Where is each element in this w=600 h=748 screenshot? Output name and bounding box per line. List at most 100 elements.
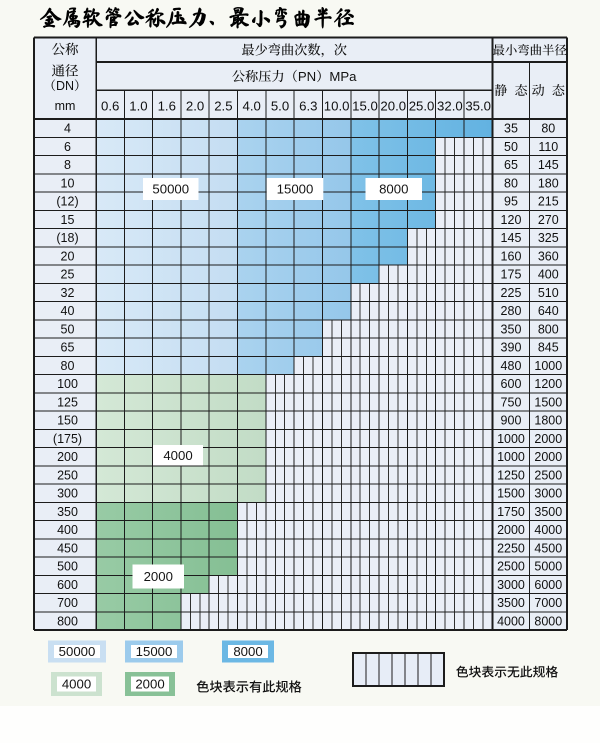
svg-text:1250: 1250 [497, 468, 525, 482]
svg-text:50000: 50000 [152, 182, 189, 197]
svg-text:15000: 15000 [277, 182, 314, 197]
svg-text:125: 125 [57, 395, 78, 409]
svg-text:350: 350 [57, 505, 78, 519]
svg-text:50: 50 [61, 322, 75, 336]
svg-text:5000: 5000 [534, 560, 562, 574]
svg-text:700: 700 [57, 596, 78, 610]
svg-text:1000: 1000 [497, 450, 525, 464]
svg-text:6000: 6000 [534, 578, 562, 592]
svg-text:PN: PN [298, 69, 316, 84]
svg-text:mm: mm [55, 99, 76, 113]
svg-text:1500: 1500 [497, 487, 525, 501]
svg-text:8000: 8000 [233, 644, 262, 659]
svg-text:10.0: 10.0 [324, 98, 350, 113]
svg-text:2.0: 2.0 [186, 98, 204, 113]
svg-text:2000: 2000 [534, 432, 562, 446]
svg-text:80: 80 [61, 359, 75, 373]
svg-text:150: 150 [57, 414, 78, 428]
svg-text:80: 80 [504, 176, 518, 190]
svg-text:50: 50 [504, 140, 518, 154]
svg-text:1200: 1200 [534, 377, 562, 391]
svg-text:8000: 8000 [379, 182, 408, 197]
svg-text:3000: 3000 [497, 578, 525, 592]
svg-text:2000: 2000 [144, 569, 173, 584]
svg-text:3500: 3500 [534, 505, 562, 519]
svg-text:35.0: 35.0 [465, 98, 491, 113]
svg-text:2250: 2250 [497, 541, 525, 555]
svg-text:(18): (18) [56, 231, 78, 245]
svg-text:20: 20 [61, 249, 75, 263]
svg-text:MPa: MPa [329, 69, 357, 84]
svg-text:600: 600 [501, 377, 522, 391]
svg-text:65: 65 [61, 341, 75, 355]
svg-text:0.6: 0.6 [101, 98, 119, 113]
svg-text:750: 750 [501, 395, 522, 409]
svg-text:1000: 1000 [534, 359, 562, 373]
svg-text:80: 80 [541, 122, 555, 136]
svg-text:180: 180 [538, 176, 559, 190]
svg-text:500: 500 [57, 560, 78, 574]
svg-text:65: 65 [504, 158, 518, 172]
svg-text:40: 40 [61, 304, 75, 318]
svg-text:215: 215 [538, 195, 559, 209]
svg-text:4000: 4000 [497, 614, 525, 628]
svg-text:4000: 4000 [62, 677, 91, 692]
svg-text:2500: 2500 [534, 468, 562, 482]
svg-text:3000: 3000 [534, 487, 562, 501]
svg-text:175: 175 [501, 268, 522, 282]
svg-text:480: 480 [501, 359, 522, 373]
svg-text:2000: 2000 [534, 450, 562, 464]
svg-text:390: 390 [501, 341, 522, 355]
svg-text:35: 35 [504, 122, 518, 136]
svg-text:32: 32 [61, 286, 75, 300]
svg-text:6.3: 6.3 [299, 98, 317, 113]
svg-text:(175): (175) [53, 432, 82, 446]
svg-text:1500: 1500 [534, 395, 562, 409]
svg-text:1800: 1800 [534, 414, 562, 428]
svg-text:95: 95 [504, 195, 518, 209]
svg-text:270: 270 [538, 213, 559, 227]
svg-text:510: 510 [538, 286, 559, 300]
svg-text:400: 400 [57, 523, 78, 537]
svg-text:2000: 2000 [135, 677, 164, 692]
svg-text:4.0: 4.0 [243, 98, 261, 113]
svg-text:145: 145 [538, 158, 559, 172]
svg-text:400: 400 [538, 268, 559, 282]
svg-text:350: 350 [501, 322, 522, 336]
svg-text:7000: 7000 [534, 596, 562, 610]
svg-text:2500: 2500 [497, 560, 525, 574]
svg-text:640: 640 [538, 304, 559, 318]
svg-text:1000: 1000 [497, 432, 525, 446]
svg-text:250: 250 [57, 468, 78, 482]
svg-text:8000: 8000 [534, 614, 562, 628]
svg-text:120: 120 [501, 213, 522, 227]
svg-text:50000: 50000 [59, 644, 96, 659]
svg-text:225: 225 [501, 286, 522, 300]
svg-text:900: 900 [501, 414, 522, 428]
svg-text:2.5: 2.5 [214, 98, 232, 113]
svg-text:3500: 3500 [497, 596, 525, 610]
svg-text:1750: 1750 [497, 505, 525, 519]
svg-text:4500: 4500 [534, 541, 562, 555]
svg-text:325: 325 [538, 231, 559, 245]
svg-text:280: 280 [501, 304, 522, 318]
svg-text:4000: 4000 [163, 448, 192, 463]
svg-text:25.0: 25.0 [409, 98, 435, 113]
svg-text:20.0: 20.0 [380, 98, 406, 113]
svg-text:800: 800 [538, 322, 559, 336]
svg-text:1.0: 1.0 [129, 98, 147, 113]
svg-text:160: 160 [501, 249, 522, 263]
svg-text:300: 300 [57, 487, 78, 501]
svg-text:5.0: 5.0 [271, 98, 289, 113]
svg-text:25: 25 [61, 268, 75, 282]
svg-text:DN: DN [56, 79, 74, 93]
svg-text:360: 360 [538, 249, 559, 263]
svg-text:4: 4 [64, 122, 71, 136]
svg-text:(12): (12) [56, 195, 78, 209]
svg-text:600: 600 [57, 578, 78, 592]
svg-text:15.0: 15.0 [352, 98, 378, 113]
svg-text:2000: 2000 [497, 523, 525, 537]
svg-text:200: 200 [57, 450, 78, 464]
svg-text:6: 6 [64, 140, 71, 154]
svg-text:15: 15 [61, 213, 75, 227]
